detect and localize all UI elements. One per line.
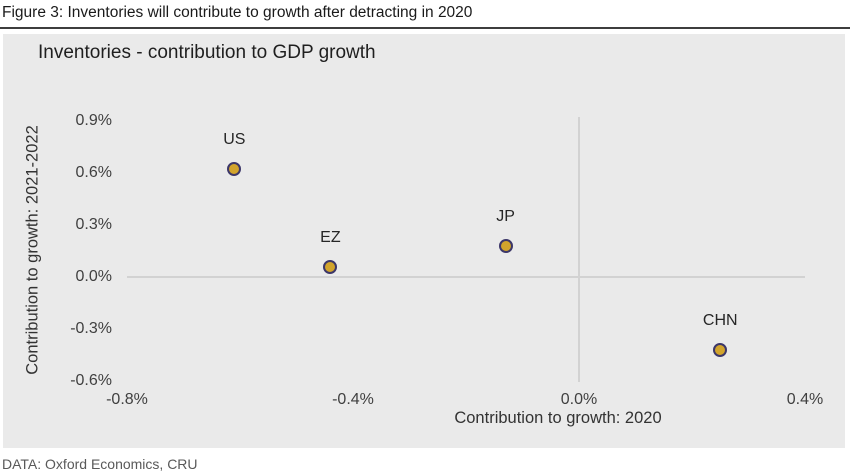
data-point-ez [323, 259, 338, 274]
data-point-label-us: US [223, 131, 246, 149]
x-tick-label: 0.0% [560, 391, 598, 408]
y-tick-label: 0.6% [75, 163, 112, 181]
x-tick-label: -0.4% [332, 391, 374, 408]
y-tick-label: -0.3% [70, 320, 112, 338]
data-point-jp [498, 238, 513, 253]
y-tick-label: 0.9% [75, 111, 112, 129]
y-tick-label: 0.3% [75, 215, 112, 233]
data-point-label-ez: EZ [320, 228, 341, 246]
x-axis-title: Contribution to growth: 2020 [454, 409, 662, 427]
data-point-label-chn: CHN [702, 312, 738, 330]
x-zero-gridline [578, 117, 580, 382]
data-point-chn [713, 343, 728, 358]
x-tick-label: 0.4% [786, 391, 824, 408]
caption-divider-rule [0, 27, 850, 29]
data-point-label-jp: JP [496, 207, 515, 225]
y-tick-label: 0.0% [75, 268, 112, 286]
y-zero-gridline [127, 276, 805, 279]
scatter-plot-area: US EZ JP CHN [127, 117, 805, 382]
data-point-us [227, 162, 242, 177]
y-tick-label: -0.6% [70, 372, 112, 390]
figure-caption: Figure 3: Inventories will contribute to… [2, 4, 473, 21]
chart-title: Inventories - contribution to GDP growth [38, 42, 376, 63]
chart-panel: Inventories - contribution to GDP growth… [3, 34, 845, 448]
data-source-note: DATA: Oxford Economics, CRU [2, 456, 198, 472]
x-tick-label: -0.8% [106, 391, 148, 408]
